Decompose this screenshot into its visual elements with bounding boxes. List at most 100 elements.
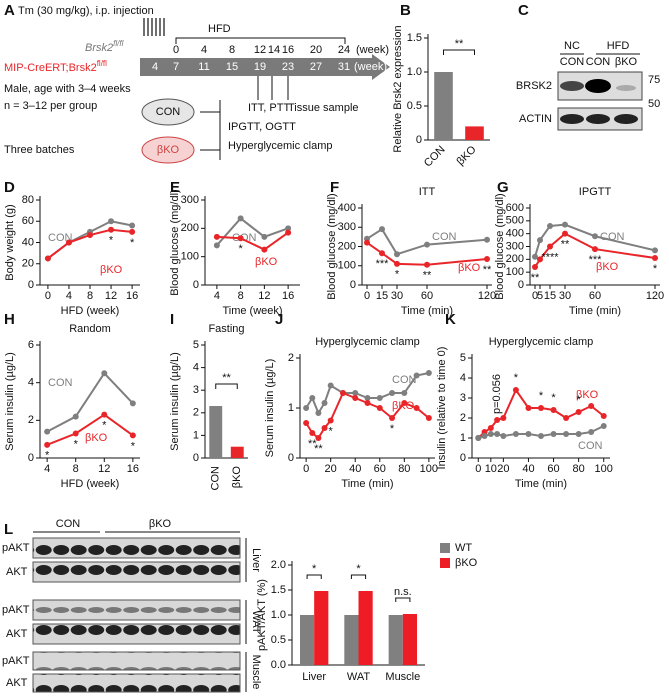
test: IPGTT, OGTT — [228, 121, 296, 133]
point — [600, 413, 607, 419]
chart-title: Hyperglycemic clamp — [489, 336, 594, 348]
y-tick-label: 200 — [181, 222, 199, 234]
panel-label: C — [518, 2, 529, 19]
annotation: * — [74, 438, 79, 450]
y-tick-label: 4 — [193, 362, 199, 374]
annotation: *** — [376, 258, 390, 270]
age-label: 4 — [152, 61, 158, 73]
x-tick-label: 4 — [66, 290, 72, 302]
annotation: * — [45, 450, 50, 462]
annotation: * — [102, 420, 107, 432]
x-tick-label: 12 — [98, 463, 110, 475]
point — [237, 235, 244, 242]
y-tick-label: 100 — [506, 266, 524, 278]
point — [512, 387, 519, 393]
point — [592, 233, 598, 240]
bar — [434, 72, 453, 140]
y-tick-label: 2 — [460, 412, 466, 424]
annotation: ** — [222, 372, 231, 384]
x-axis-title: HFD (week) — [61, 478, 120, 490]
point — [315, 410, 322, 416]
annotation: ** — [483, 264, 492, 276]
point — [532, 264, 538, 271]
y-axis-title: Blood glucose (mg/dl) — [326, 193, 338, 299]
point — [315, 435, 322, 441]
bracket — [443, 49, 475, 55]
panel-label: D — [4, 179, 15, 196]
x-axis-title: Time (min) — [569, 305, 621, 317]
point — [500, 433, 507, 439]
x-axis-title: Time (min) — [515, 478, 567, 490]
y-tick-label: 200 — [338, 240, 356, 252]
blot-l: L CON βKO pAKT AKT pAKT AKT pAKT AKT Liv… — [2, 518, 262, 693]
y-tick-label: 3 — [460, 392, 466, 404]
unit-label: (week) — [354, 61, 387, 73]
x-tick-label: 20 — [325, 463, 337, 475]
age-label: 11 — [198, 61, 209, 73]
panel-label: E — [170, 179, 180, 196]
point — [550, 431, 557, 437]
x-axis-title: Time (min) — [341, 478, 393, 490]
x-tick-label: 40 — [349, 463, 361, 475]
point — [525, 431, 532, 437]
annotation: * — [514, 372, 519, 384]
tissue-label: WAT — [250, 610, 262, 633]
row-label: pAKT — [2, 542, 30, 554]
point — [494, 431, 501, 437]
x-tick-label: 8 — [238, 290, 244, 302]
x-tick-label: 20 — [497, 463, 509, 475]
point — [413, 372, 420, 379]
mouse-icon — [141, 136, 195, 164]
detail: Male, age with 3–4 weeks — [4, 83, 131, 95]
week-label: 12 — [254, 44, 266, 56]
y-tick-label: 4 — [28, 377, 34, 389]
series-label: CON — [232, 232, 257, 244]
bar — [230, 446, 244, 458]
point — [339, 390, 346, 396]
point — [321, 425, 328, 431]
tissue-label: Muscle — [250, 655, 262, 690]
point — [588, 429, 595, 435]
group-label: CON — [56, 518, 81, 530]
point — [494, 417, 501, 423]
y-tick-label: 0.5 — [271, 634, 286, 646]
test: ITT, PTT — [248, 102, 290, 114]
series-label: βKO — [100, 264, 123, 276]
diet-label: HFD — [208, 23, 231, 35]
series-label: βKO — [255, 256, 278, 268]
annotation: * — [653, 263, 658, 275]
detail: n = 3–12 per group — [4, 100, 97, 112]
series-label: βKO — [85, 432, 108, 444]
point — [108, 218, 115, 225]
bracket — [350, 574, 367, 579]
point — [401, 400, 408, 406]
annotation: * — [539, 390, 544, 402]
x-tick-label: 0 — [364, 290, 370, 302]
point — [652, 247, 658, 254]
x-tick-label: 0 — [45, 290, 51, 302]
x-tick-label: 12 — [258, 290, 270, 302]
point — [484, 256, 490, 263]
point — [327, 417, 334, 424]
point — [487, 425, 494, 431]
x-tick-label: 12 — [105, 290, 117, 302]
bracket — [306, 574, 322, 579]
bar — [465, 126, 484, 140]
panel-label: H — [4, 311, 15, 328]
point — [352, 395, 359, 401]
y-tick-label: 300 — [338, 221, 356, 233]
point — [261, 233, 268, 240]
y-tick-label: 500 — [506, 215, 524, 227]
point — [424, 261, 430, 268]
point — [512, 431, 519, 437]
x-tick-label: 0 — [475, 463, 481, 475]
point — [108, 226, 115, 233]
point — [72, 413, 79, 420]
point — [563, 415, 570, 421]
schematic: A Tm (30 mg/kg), i.p. injection HFD Brsk… — [4, 2, 390, 164]
point — [327, 382, 334, 389]
x-tick-label: 120 — [646, 290, 664, 302]
point — [424, 241, 430, 248]
x-tick-label: βKO — [231, 466, 243, 489]
x-tick-label: 10 — [485, 463, 497, 475]
